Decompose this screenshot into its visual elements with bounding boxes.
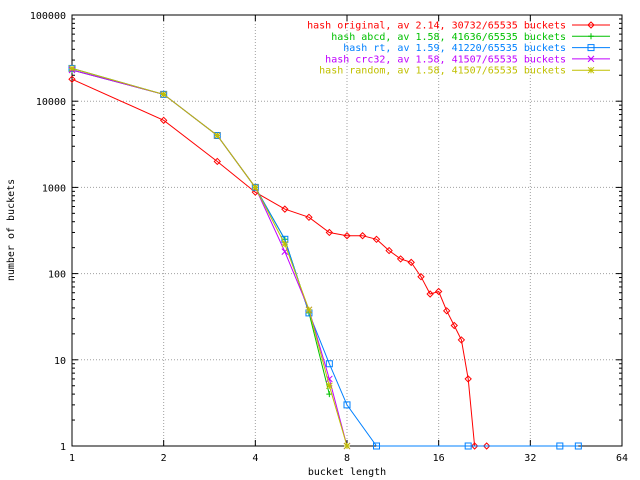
data-point [434, 287, 443, 296]
data-point [385, 246, 393, 255]
data-point [251, 184, 259, 191]
data-point [343, 232, 351, 240]
data-point [343, 442, 351, 450]
legend-marker [587, 44, 595, 52]
legend-marker [587, 21, 595, 29]
y-tick-label: 10000 [36, 97, 66, 108]
data-point [281, 240, 289, 248]
data-point [343, 401, 351, 409]
legend-marker [587, 55, 595, 63]
data-point [373, 442, 381, 450]
data-point [426, 290, 434, 298]
data-point [325, 360, 333, 368]
x-tick-label: 32 [524, 453, 536, 464]
data-point [325, 382, 333, 390]
data-point [464, 442, 472, 450]
data-point [213, 132, 221, 139]
data-point [407, 258, 415, 267]
data-point [457, 336, 466, 344]
legend: hash original, av 2.14, 30732/65535 buck… [307, 21, 610, 77]
x-tick-label: 1 [69, 453, 75, 464]
data-point [305, 213, 313, 222]
legend-entry: hash rt, av 1.59, 41220/65535 buckets [343, 43, 610, 54]
y-tick-label: 1000 [42, 183, 66, 194]
x-tick-label: 4 [252, 453, 258, 464]
legend-entry: hash crc32, av 1.58, 41507/65535 buckets [325, 54, 610, 65]
legend-entry: hash original, av 2.14, 30732/65535 buck… [307, 21, 610, 32]
legend-marker [587, 66, 595, 74]
data-point [417, 273, 425, 281]
y-tick-label: 10 [54, 356, 66, 367]
data-point [213, 157, 221, 166]
data-point [358, 232, 367, 240]
data-point [442, 307, 451, 315]
series-line [71, 69, 330, 395]
data-point [305, 306, 313, 314]
data-point [482, 442, 491, 450]
legend-label: hash original, av 2.14, 30732/65535 buck… [307, 21, 566, 32]
data-point [464, 375, 472, 383]
x-tick-label: 8 [344, 453, 350, 464]
series-line [71, 67, 348, 447]
x-axis-label: bucket length [308, 467, 386, 478]
grid [72, 15, 622, 446]
data-point [470, 442, 479, 450]
y-tick-label: 1 [60, 442, 66, 453]
x-tick-label: 2 [161, 453, 167, 464]
x-tick-label: 16 [433, 453, 445, 464]
data-point [159, 116, 168, 125]
data-point [372, 235, 381, 244]
data-point [556, 442, 564, 450]
series-line [71, 67, 579, 447]
data-point [325, 228, 334, 237]
legend-label: hash random, av 1.58, 41507/65535 bucket… [319, 66, 566, 77]
data-point [574, 442, 582, 450]
x-tick-label: 64 [616, 453, 628, 464]
series-1 [68, 75, 491, 450]
series-4 [68, 66, 351, 450]
series-line [71, 78, 487, 447]
y-tick-label: 100000 [30, 11, 66, 22]
y-axis-label: number of buckets [6, 179, 17, 281]
data-point [68, 65, 76, 72]
data-point [160, 91, 168, 98]
data-point [68, 75, 76, 83]
axis-ticks: 1 2 4 8 16 32 64 1 10 100 1000 10000 100000 [30, 11, 628, 464]
series-5 [68, 65, 351, 450]
y-tick-label: 100 [48, 270, 66, 281]
legend-marker [588, 33, 594, 40]
legend-entry: hash random, av 1.58, 41507/65535 bucket… [319, 66, 610, 77]
series-line [71, 69, 348, 447]
data-point [396, 255, 405, 263]
data-point [281, 205, 289, 213]
data-point [450, 321, 458, 330]
legend-label: hash abcd, av 1.58, 41636/65535 buckets [331, 32, 566, 43]
legend-label: hash crc32, av 1.58, 41507/65535 buckets [325, 54, 566, 65]
series-2 [69, 67, 333, 398]
legend-entry: hash abcd, av 1.58, 41636/65535 buckets [331, 32, 610, 43]
legend-label: hash rt, av 1.59, 41220/65535 buckets [343, 43, 566, 54]
series-group [68, 64, 582, 450]
series-3 [68, 64, 582, 450]
